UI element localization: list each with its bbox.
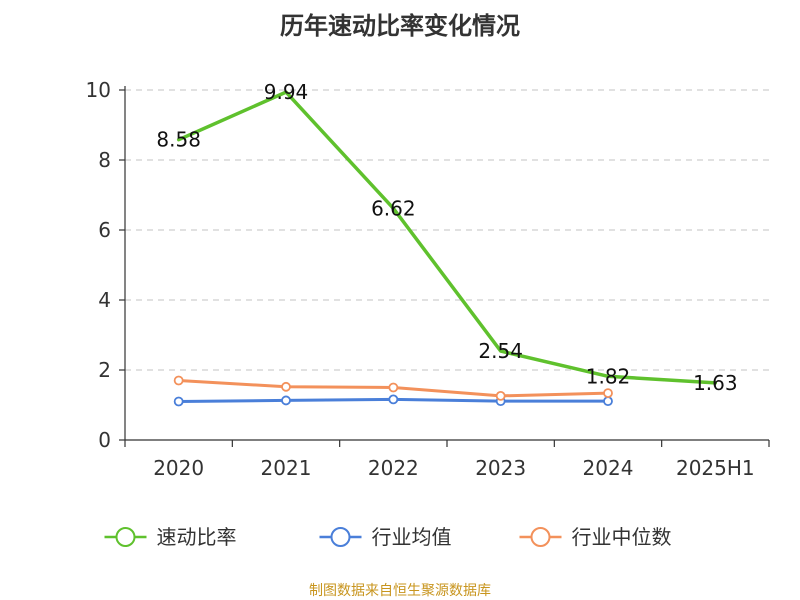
legend-label: 行业均值 [372, 525, 452, 549]
series-line-0 [176, 90, 718, 385]
x-tick-label: 2020 [153, 456, 204, 480]
x-tick-label: 2025H1 [676, 456, 755, 480]
y-tick-label: 6 [98, 218, 111, 242]
data-labels: 8.58 9.94 6.62 2.54 1.82 1.63 [156, 80, 737, 395]
legend-item-2[interactable]: 行业中位数 [519, 525, 672, 549]
y-tick-label: 4 [98, 288, 111, 312]
data-label: 8.58 [156, 128, 201, 152]
series-1-point [603, 396, 613, 407]
legend-marker-icon [330, 527, 351, 547]
series-layer [173, 90, 718, 407]
legend-label: 行业中位数 [572, 525, 672, 549]
y-tick-label: 10 [86, 78, 111, 102]
y-tick-label: 2 [98, 358, 111, 382]
x-tick-label: 2024 [583, 456, 634, 480]
series-2-point [388, 382, 399, 393]
series-2-point [281, 381, 291, 392]
legend-marker-icon [530, 527, 551, 547]
y-tick-label: 0 [98, 428, 111, 452]
data-label: 2.54 [478, 339, 523, 363]
legend[interactable]: 速动比率 行业均值 行业中位数 [104, 525, 672, 549]
series-2-point [173, 375, 184, 386]
legend-item-0[interactable]: 速动比率 [104, 525, 237, 549]
source-note: 制图数据来自恒生聚源数据库 [309, 583, 491, 599]
data-label: 1.82 [586, 364, 631, 388]
chart-title: 历年速动比率变化情况 [280, 12, 520, 40]
x-tick-label: 2022 [368, 456, 419, 480]
series-1-point [173, 396, 184, 407]
series-2-point [603, 388, 613, 399]
data-label: 6.62 [371, 196, 416, 220]
axes: 0 2 4 6 8 10 2020 2021 2022 2023 2024 2025H1 [86, 78, 770, 480]
grid [125, 89, 769, 371]
data-label: 9.94 [264, 80, 309, 104]
legend-item-1[interactable]: 行业均值 [319, 525, 452, 549]
legend-marker-icon [115, 527, 136, 547]
series-2-point [495, 390, 506, 401]
series-1-point [388, 394, 399, 405]
y-tick-label: 8 [98, 148, 111, 172]
x-tick-label: 2021 [261, 456, 312, 480]
data-label: 1.63 [693, 371, 738, 395]
series-1-point [281, 395, 291, 406]
x-tick-label: 2023 [475, 456, 526, 480]
legend-label: 速动比率 [157, 525, 237, 549]
